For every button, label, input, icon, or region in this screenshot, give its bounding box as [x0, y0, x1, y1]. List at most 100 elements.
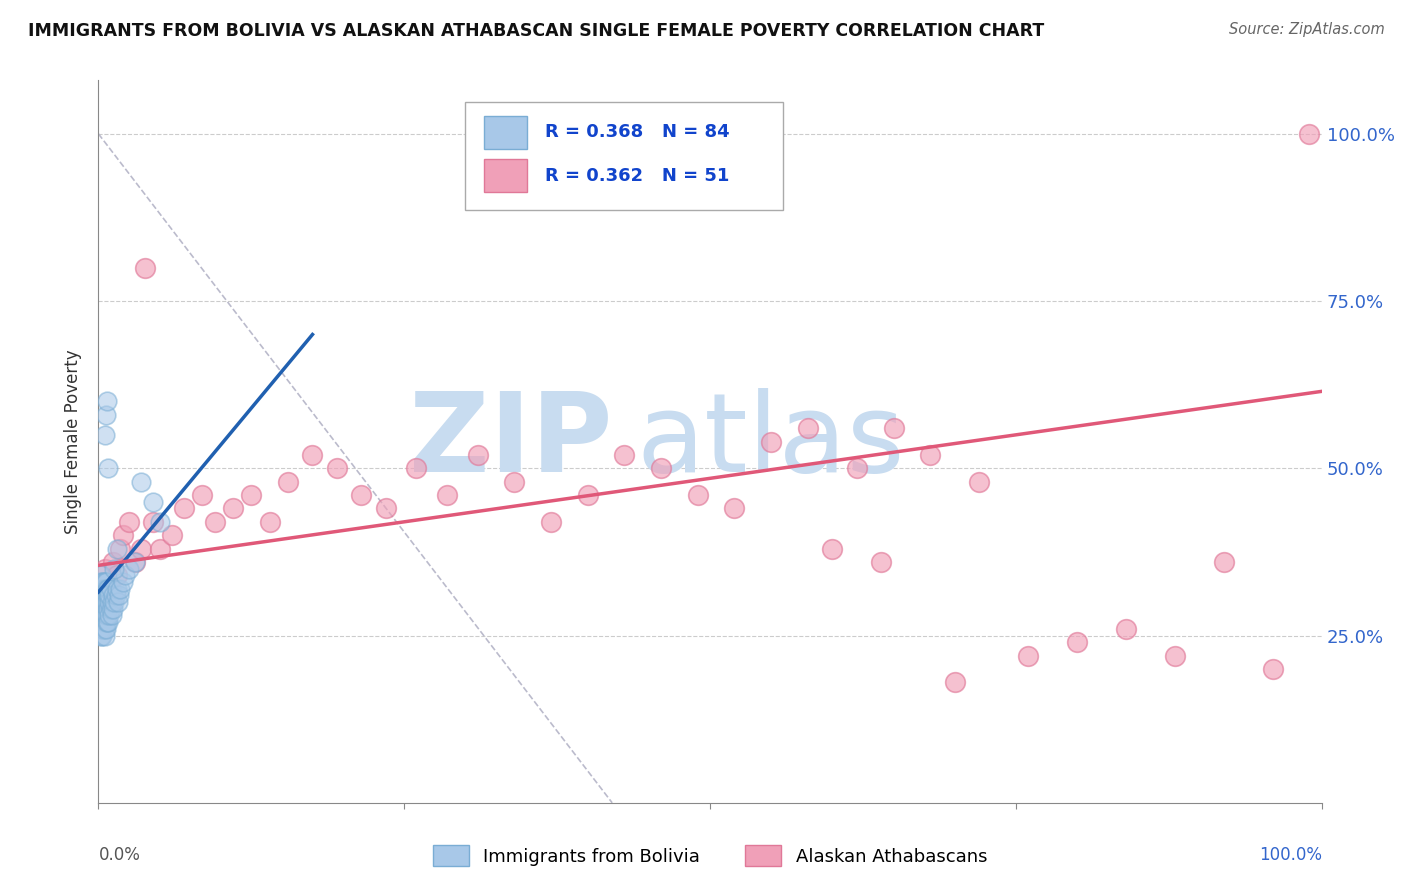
Point — [94, 615, 117, 630]
Point — [134, 260, 156, 275]
Point — [89, 595, 111, 609]
Point — [91, 595, 114, 609]
Point — [883, 421, 905, 435]
Point — [93, 595, 115, 609]
Point — [94, 622, 117, 636]
FancyBboxPatch shape — [484, 116, 526, 149]
Point — [90, 615, 112, 630]
Point — [1164, 648, 1187, 663]
Point — [90, 582, 112, 596]
Point — [301, 448, 323, 462]
Point — [96, 602, 118, 616]
Point — [89, 589, 111, 603]
Point — [94, 575, 117, 590]
Point — [90, 568, 112, 582]
Point — [124, 555, 146, 569]
Point — [110, 582, 132, 596]
Point — [100, 595, 122, 609]
FancyBboxPatch shape — [465, 102, 783, 211]
Point — [1066, 635, 1088, 649]
Point — [97, 461, 120, 475]
Point — [91, 608, 114, 623]
Point — [540, 515, 562, 529]
Point — [405, 461, 427, 475]
Point — [98, 589, 121, 603]
Point — [96, 615, 118, 630]
Point — [149, 541, 172, 556]
Point — [845, 461, 868, 475]
Point — [97, 582, 120, 596]
Point — [91, 622, 114, 636]
Text: R = 0.368   N = 84: R = 0.368 N = 84 — [546, 123, 730, 142]
Point — [93, 602, 115, 616]
Point — [821, 541, 844, 556]
Point — [91, 602, 114, 616]
Point — [91, 589, 114, 603]
Point — [89, 622, 111, 636]
Point — [96, 582, 118, 596]
Text: atlas: atlas — [637, 388, 905, 495]
Point — [90, 602, 112, 616]
Point — [920, 448, 942, 462]
Point — [91, 589, 114, 603]
Point — [576, 488, 599, 502]
Point — [967, 475, 990, 489]
Point — [91, 589, 114, 603]
Point — [100, 582, 122, 596]
Point — [114, 568, 136, 582]
Point — [91, 622, 114, 636]
Point — [97, 615, 120, 630]
Point — [124, 555, 146, 569]
Point — [94, 595, 117, 609]
Point — [91, 602, 114, 616]
Point — [93, 628, 115, 642]
Point — [350, 488, 373, 502]
Point — [101, 602, 124, 616]
Point — [93, 608, 115, 623]
Point — [761, 434, 783, 449]
Point — [129, 541, 152, 556]
Point — [89, 575, 111, 590]
Point — [204, 515, 226, 529]
Y-axis label: Single Female Poverty: Single Female Poverty — [65, 350, 83, 533]
Point — [90, 595, 112, 609]
Point — [149, 515, 172, 529]
Point — [110, 541, 132, 556]
Point — [96, 589, 118, 603]
Point — [96, 595, 118, 609]
Point — [97, 602, 120, 616]
Point — [97, 589, 120, 603]
Point — [93, 622, 115, 636]
Point — [93, 562, 115, 576]
Text: Source: ZipAtlas.com: Source: ZipAtlas.com — [1229, 22, 1385, 37]
Point — [91, 575, 114, 590]
Point — [94, 408, 117, 422]
Text: 100.0%: 100.0% — [1258, 847, 1322, 864]
Point — [93, 615, 115, 630]
Text: ZIP: ZIP — [409, 388, 612, 495]
Legend: Immigrants from Bolivia, Alaskan Athabascans: Immigrants from Bolivia, Alaskan Athabas… — [433, 846, 987, 866]
Point — [101, 555, 124, 569]
Point — [222, 501, 245, 516]
Point — [96, 394, 118, 409]
Point — [103, 562, 125, 576]
Point — [105, 568, 128, 582]
Point — [91, 628, 114, 642]
Point — [91, 595, 114, 609]
Point — [1298, 127, 1320, 141]
Point — [797, 421, 820, 435]
Point — [613, 448, 636, 462]
Point — [259, 515, 281, 529]
Point — [326, 461, 349, 475]
Point — [93, 582, 115, 596]
Text: R = 0.362   N = 51: R = 0.362 N = 51 — [546, 167, 730, 185]
Point — [93, 589, 115, 603]
Point — [96, 608, 118, 623]
Point — [240, 488, 263, 502]
Point — [686, 488, 709, 502]
Point — [1017, 648, 1039, 663]
Point — [107, 595, 129, 609]
Point — [436, 488, 458, 502]
Point — [101, 608, 124, 623]
Point — [111, 575, 134, 590]
